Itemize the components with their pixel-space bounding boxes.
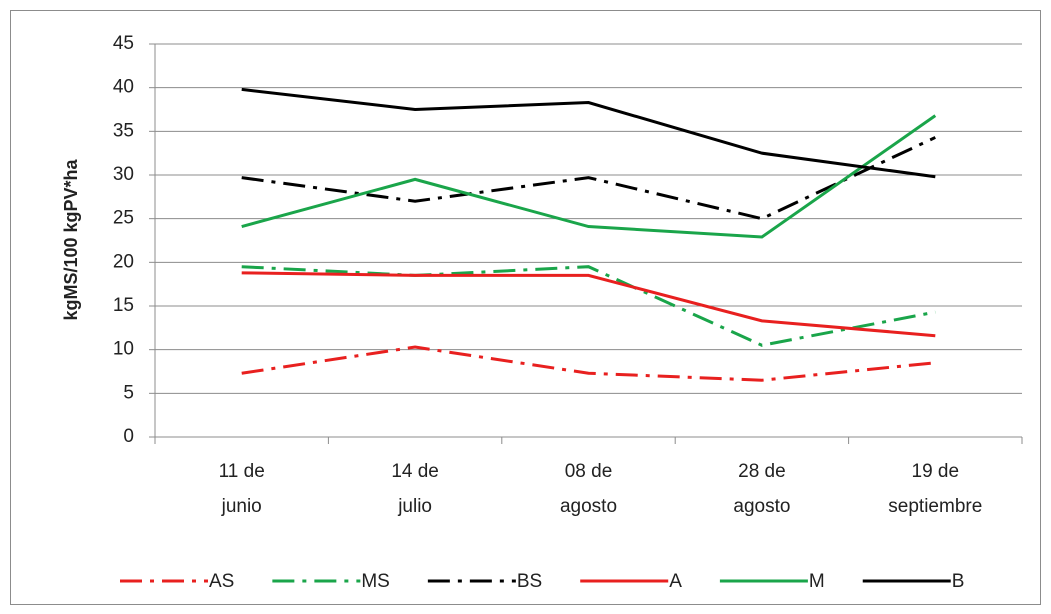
legend-label: AS: [209, 571, 234, 592]
y-tick-label: 0: [123, 426, 134, 447]
x-tick-label: 28 de: [738, 461, 786, 482]
x-tick-label: septiembre: [888, 496, 982, 517]
series-line: [241, 114, 937, 239]
y-tick-label: 25: [113, 208, 134, 229]
series-line: [241, 271, 936, 338]
legend-label: B: [952, 571, 965, 592]
series-line: [241, 265, 936, 347]
x-tick-label: 11 de: [219, 461, 265, 482]
y-tick-label: 30: [113, 164, 134, 185]
x-tick-label: junio: [221, 496, 262, 517]
y-axis-label: kgMS/100 kgPV*ha: [61, 158, 81, 320]
x-tick-label: 14 de: [391, 461, 439, 482]
y-tick-label: 15: [113, 295, 134, 316]
x-tick-label: agosto: [733, 496, 790, 517]
series-line: [241, 136, 936, 221]
y-tick-label: 35: [113, 120, 134, 141]
chart-border: [10, 10, 1041, 605]
legend-label: MS: [361, 571, 390, 592]
legend-label: M: [809, 571, 825, 592]
y-tick-label: 5: [123, 382, 134, 403]
y-tick-label: 10: [113, 339, 134, 360]
x-tick-label: agosto: [560, 496, 617, 517]
legend-label: A: [669, 571, 682, 592]
y-tick-label: 40: [113, 77, 134, 98]
series-line: [241, 345, 936, 382]
x-tick-label: julio: [397, 496, 432, 517]
x-tick-label: 19 de: [912, 461, 960, 482]
series-line: [241, 87, 936, 179]
y-tick-label: 20: [113, 251, 134, 272]
y-tick-label: 45: [113, 33, 134, 54]
legend-label: BS: [517, 571, 542, 592]
x-tick-label: 08 de: [565, 461, 613, 482]
